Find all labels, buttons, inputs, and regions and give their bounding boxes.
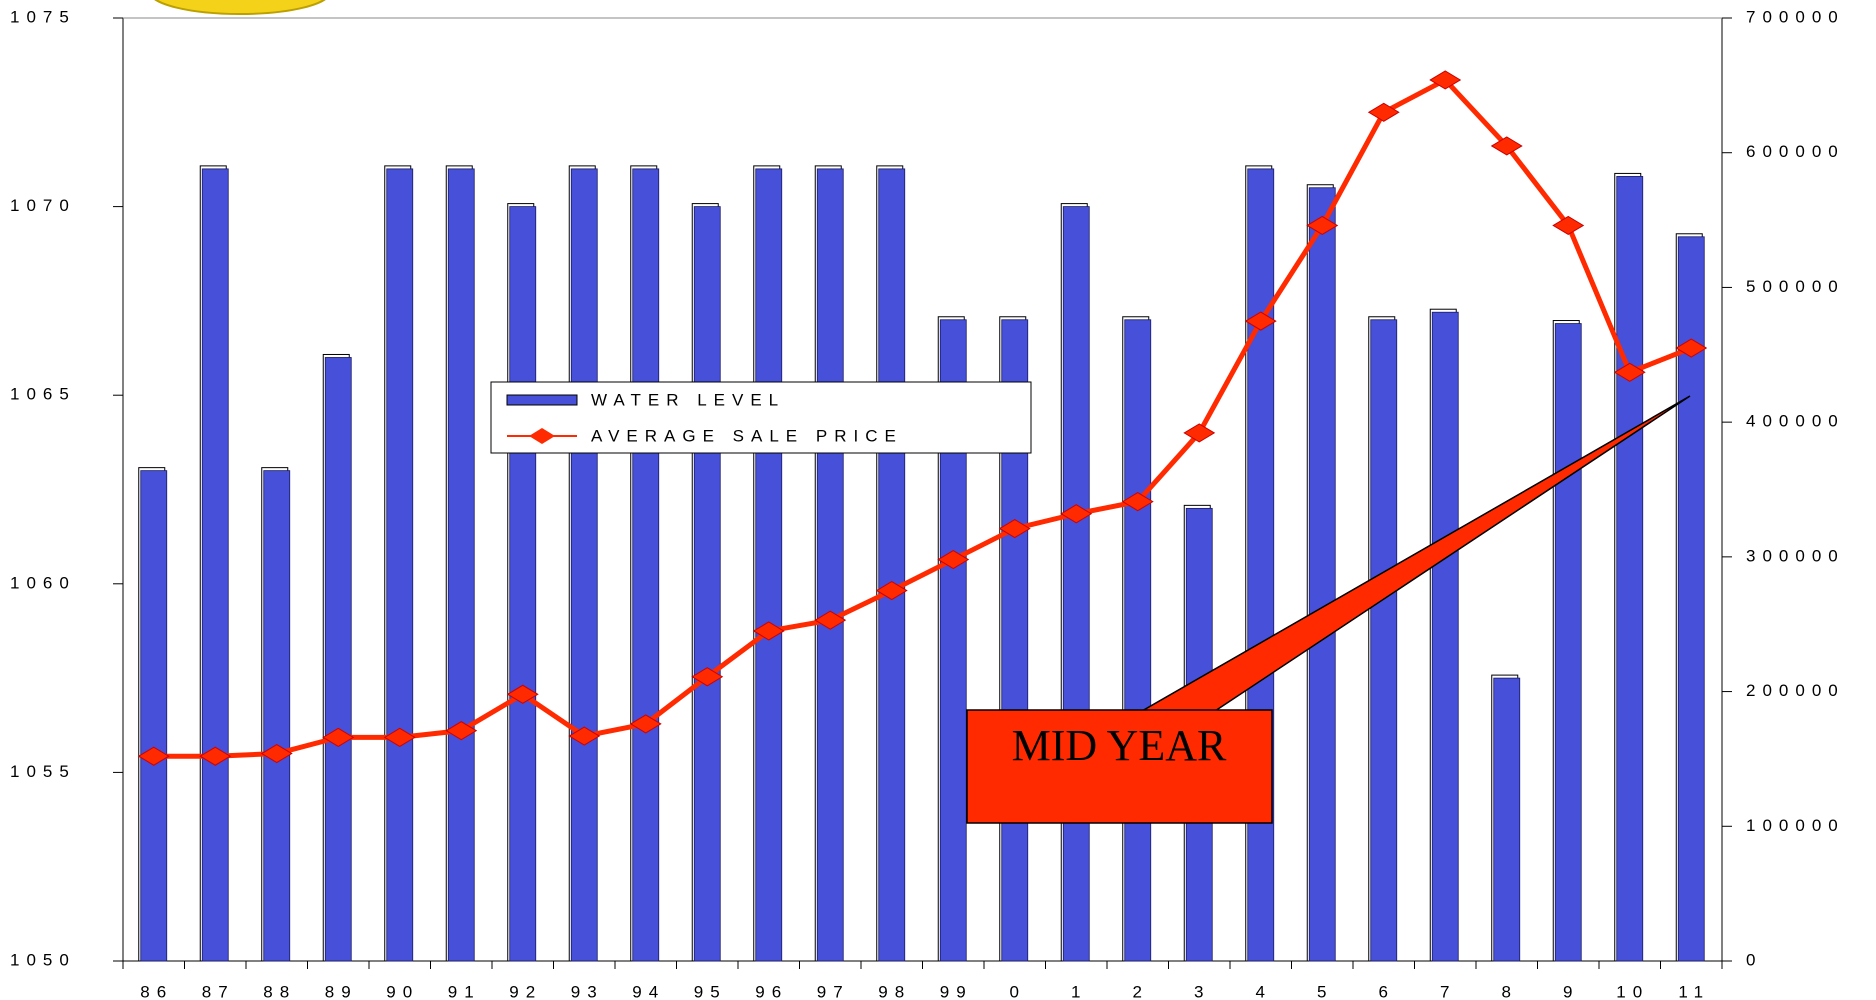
logo-fragment bbox=[154, 0, 326, 15]
x-tick-label: 2 bbox=[1133, 982, 1149, 1000]
bar bbox=[1370, 319, 1398, 962]
marker bbox=[322, 727, 355, 747]
x-tick-label: 87 bbox=[202, 982, 235, 1000]
legend-label: AVERAGE SALE PRICE bbox=[591, 426, 903, 445]
annotation-box bbox=[966, 709, 1273, 824]
y2-tick-label: 100000 bbox=[1746, 816, 1845, 835]
marker bbox=[383, 727, 416, 747]
x-tick-label: 95 bbox=[694, 982, 727, 1000]
marker bbox=[937, 549, 970, 570]
x-tick-label: 3 bbox=[1194, 982, 1210, 1000]
x-tick-label: 9 bbox=[1563, 982, 1579, 1000]
x-tick-label: 89 bbox=[325, 982, 358, 1000]
y-tick-label: 1075 bbox=[10, 7, 76, 26]
x-tick-label: 96 bbox=[755, 982, 788, 1000]
x-tick-label: 90 bbox=[386, 982, 419, 1000]
x-tick-label: 7 bbox=[1440, 982, 1456, 1000]
marker bbox=[199, 746, 232, 766]
x-tick-label: 86 bbox=[140, 982, 173, 1000]
marker bbox=[691, 667, 724, 687]
bar bbox=[1062, 206, 1090, 962]
legend-label: WATER LEVEL bbox=[591, 390, 785, 409]
marker bbox=[260, 743, 293, 764]
bar bbox=[1677, 236, 1705, 962]
marker bbox=[998, 518, 1031, 539]
marker bbox=[1306, 215, 1339, 236]
marker bbox=[752, 621, 785, 641]
bar bbox=[755, 168, 783, 962]
bar bbox=[1308, 187, 1336, 962]
x-tick-label: 91 bbox=[448, 982, 481, 1000]
x-tick-label: 1 bbox=[1071, 982, 1087, 1000]
x-tick-label: 97 bbox=[817, 982, 850, 1000]
x-tick-label: 99 bbox=[940, 982, 973, 1000]
bar bbox=[1124, 319, 1152, 962]
marker bbox=[1121, 492, 1154, 512]
x-tick-label: 0 bbox=[1010, 982, 1026, 1000]
marker bbox=[568, 726, 601, 746]
x-tick-label: 8 bbox=[1502, 982, 1518, 1000]
bar bbox=[1554, 323, 1582, 962]
bar bbox=[632, 168, 660, 962]
bar bbox=[447, 168, 475, 962]
marker bbox=[814, 610, 847, 630]
x-tick-label: 6 bbox=[1379, 982, 1395, 1000]
marker bbox=[629, 714, 662, 734]
x-tick-label: 88 bbox=[263, 982, 296, 1000]
marker bbox=[1244, 311, 1277, 331]
y-tick-label: 1070 bbox=[10, 196, 76, 215]
bar bbox=[816, 168, 844, 962]
x-tick-label: 10 bbox=[1616, 982, 1649, 1000]
x-tick-label: 98 bbox=[878, 982, 911, 1000]
marker bbox=[875, 580, 908, 601]
legend-box bbox=[490, 381, 1032, 454]
bar bbox=[693, 206, 721, 962]
y2-tick-label: 200000 bbox=[1746, 681, 1845, 700]
bar bbox=[1247, 168, 1275, 962]
bar bbox=[201, 168, 229, 962]
x-tick-label: 5 bbox=[1317, 982, 1333, 1000]
y-tick-label: 1065 bbox=[10, 385, 76, 404]
bar bbox=[386, 168, 414, 962]
bar bbox=[263, 470, 291, 962]
bar bbox=[140, 470, 168, 962]
bar bbox=[509, 206, 537, 962]
y-tick-label: 1055 bbox=[10, 762, 76, 781]
y2-tick-label: 500000 bbox=[1746, 277, 1845, 296]
annotation-text: MID YEAR bbox=[1012, 721, 1227, 770]
y2-tick-label: 600000 bbox=[1746, 142, 1845, 161]
marker bbox=[1367, 102, 1400, 122]
x-tick-label: 11 bbox=[1678, 982, 1710, 1000]
bar bbox=[1493, 677, 1521, 962]
bar bbox=[1616, 176, 1644, 962]
marker bbox=[1675, 338, 1708, 358]
bar bbox=[878, 168, 906, 962]
marker bbox=[1490, 136, 1523, 156]
marker bbox=[1429, 70, 1462, 90]
bar bbox=[570, 168, 598, 962]
y2-tick-label: 300000 bbox=[1746, 546, 1845, 565]
x-tick-label: 93 bbox=[571, 982, 604, 1000]
bar bbox=[324, 357, 352, 962]
legend-marker bbox=[529, 428, 555, 444]
y2-tick-label: 700000 bbox=[1746, 7, 1845, 26]
bar bbox=[1431, 311, 1459, 962]
marker bbox=[445, 721, 478, 741]
marker bbox=[1552, 215, 1585, 236]
x-tick-label: 92 bbox=[509, 982, 542, 1000]
x-tick-label: 94 bbox=[632, 982, 665, 1000]
legend-swatch bbox=[506, 394, 578, 406]
y-tick-label: 1060 bbox=[10, 573, 76, 592]
marker bbox=[137, 746, 170, 766]
y2-tick-label: 0 bbox=[1746, 950, 1762, 969]
marker bbox=[1613, 362, 1646, 382]
marker bbox=[1183, 423, 1216, 443]
y-tick-label: 1050 bbox=[10, 950, 76, 969]
x-tick-label: 4 bbox=[1256, 982, 1272, 1000]
marker bbox=[506, 684, 539, 704]
callout-pointer bbox=[1139, 395, 1691, 712]
y2-tick-label: 400000 bbox=[1746, 412, 1845, 431]
marker bbox=[1060, 504, 1093, 524]
